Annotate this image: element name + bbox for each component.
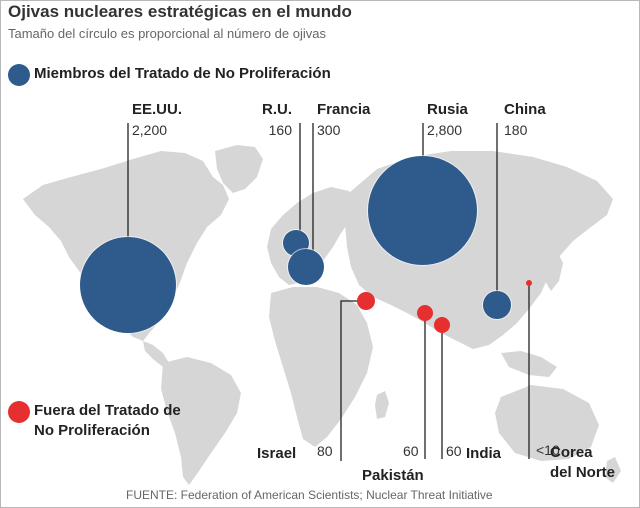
country-name-india: India <box>466 445 502 462</box>
leader-lines <box>127 123 530 461</box>
country-name-corea-line2: del Norte <box>550 464 616 481</box>
country-warheads-pakistan: 60 <box>403 443 419 459</box>
greenland <box>215 145 263 193</box>
legend-non-member-swatch <box>8 401 30 423</box>
warhead-circle-china <box>483 291 511 319</box>
legend-member-swatch <box>8 64 30 86</box>
country-warheads-israel: 80 <box>317 443 333 459</box>
new-zealand <box>605 457 621 483</box>
country-warheads-corea: <10 <box>536 442 560 458</box>
warhead-circle-israel <box>356 291 376 311</box>
africa <box>269 287 373 447</box>
page-subtitle: Tamaño del círculo es proporcional al nú… <box>8 26 326 41</box>
country-name-francia: Francia <box>317 101 371 118</box>
country-name-corea-line1: Corea <box>550 444 593 461</box>
warhead-circle-corea <box>525 279 533 287</box>
legend-non-member-label-line2: No Proliferación <box>34 422 150 439</box>
page-title: Ojivas nucleares estratégicas en el mund… <box>8 2 352 21</box>
warhead-circle-rusia <box>368 156 478 266</box>
legend-non-member-label-line1: Fuera del Tratado de <box>34 402 181 419</box>
country-name-ru: R.U. <box>262 101 292 118</box>
warhead-circle-pakistan <box>417 305 433 321</box>
country-warheads-india: 60 <box>446 443 462 459</box>
country-name-israel: Israel <box>257 445 297 462</box>
country-warheads-eeuu: 2,200 <box>132 122 168 138</box>
country-warheads-china: 180 <box>504 122 528 138</box>
japan <box>545 251 563 291</box>
country-warheads-francia: 300 <box>317 122 341 138</box>
warhead-circle-eeuu <box>79 236 177 334</box>
central-america <box>143 341 169 367</box>
country-name-rusia: Rusia <box>427 101 468 118</box>
warhead-circle-india <box>434 317 450 333</box>
madagascar <box>375 391 389 419</box>
country-warheads-rusia: 2,800 <box>427 122 463 138</box>
australia <box>495 385 599 461</box>
country-warheads-ru: 160 <box>268 122 292 138</box>
warhead-circle-francia <box>288 249 324 285</box>
country-name-pakistan: Pakistán <box>362 467 424 484</box>
source-note: FUENTE: Federation of American Scientist… <box>126 488 493 502</box>
country-name-china: China <box>504 101 546 118</box>
south-america <box>161 357 241 485</box>
legend-member-label: Miembros del Tratado de No Proliferación <box>34 65 331 82</box>
country-name-eeuu: EE.UU. <box>132 101 183 118</box>
